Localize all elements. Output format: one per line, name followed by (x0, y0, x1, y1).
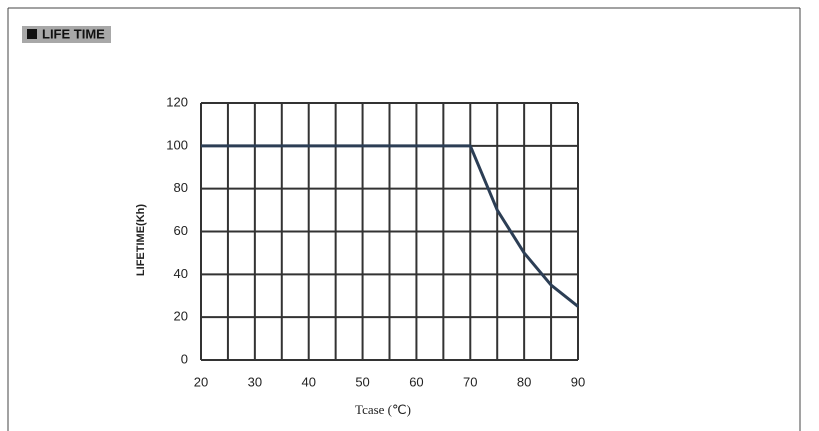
y-tick-label: 40 (174, 266, 188, 281)
y-tick-label: 60 (174, 223, 188, 238)
header-icon (27, 29, 37, 39)
y-tick-label: 20 (174, 309, 188, 324)
x-tick-label: 30 (248, 374, 262, 389)
y-tick-label: 0 (181, 351, 188, 366)
x-tick-label: 90 (571, 374, 585, 389)
x-tick-label: 40 (301, 374, 315, 389)
y-tick-label: 100 (166, 137, 188, 152)
x-tick-label: 60 (409, 374, 423, 389)
y-axis-label: LIFETIME(Kh) (135, 204, 147, 276)
data-line (201, 144, 579, 308)
header-box (22, 26, 111, 43)
y-tick-label: 80 (174, 180, 188, 195)
x-axis-label: Tcase (℃) (355, 402, 411, 417)
x-tick-label: 80 (517, 374, 531, 389)
x-tick-label: 50 (355, 374, 369, 389)
header-title: LIFE TIME (42, 26, 105, 41)
y-tick-label: 120 (166, 94, 188, 109)
x-tick-label: 70 (463, 374, 477, 389)
x-tick-label: 20 (194, 374, 208, 389)
